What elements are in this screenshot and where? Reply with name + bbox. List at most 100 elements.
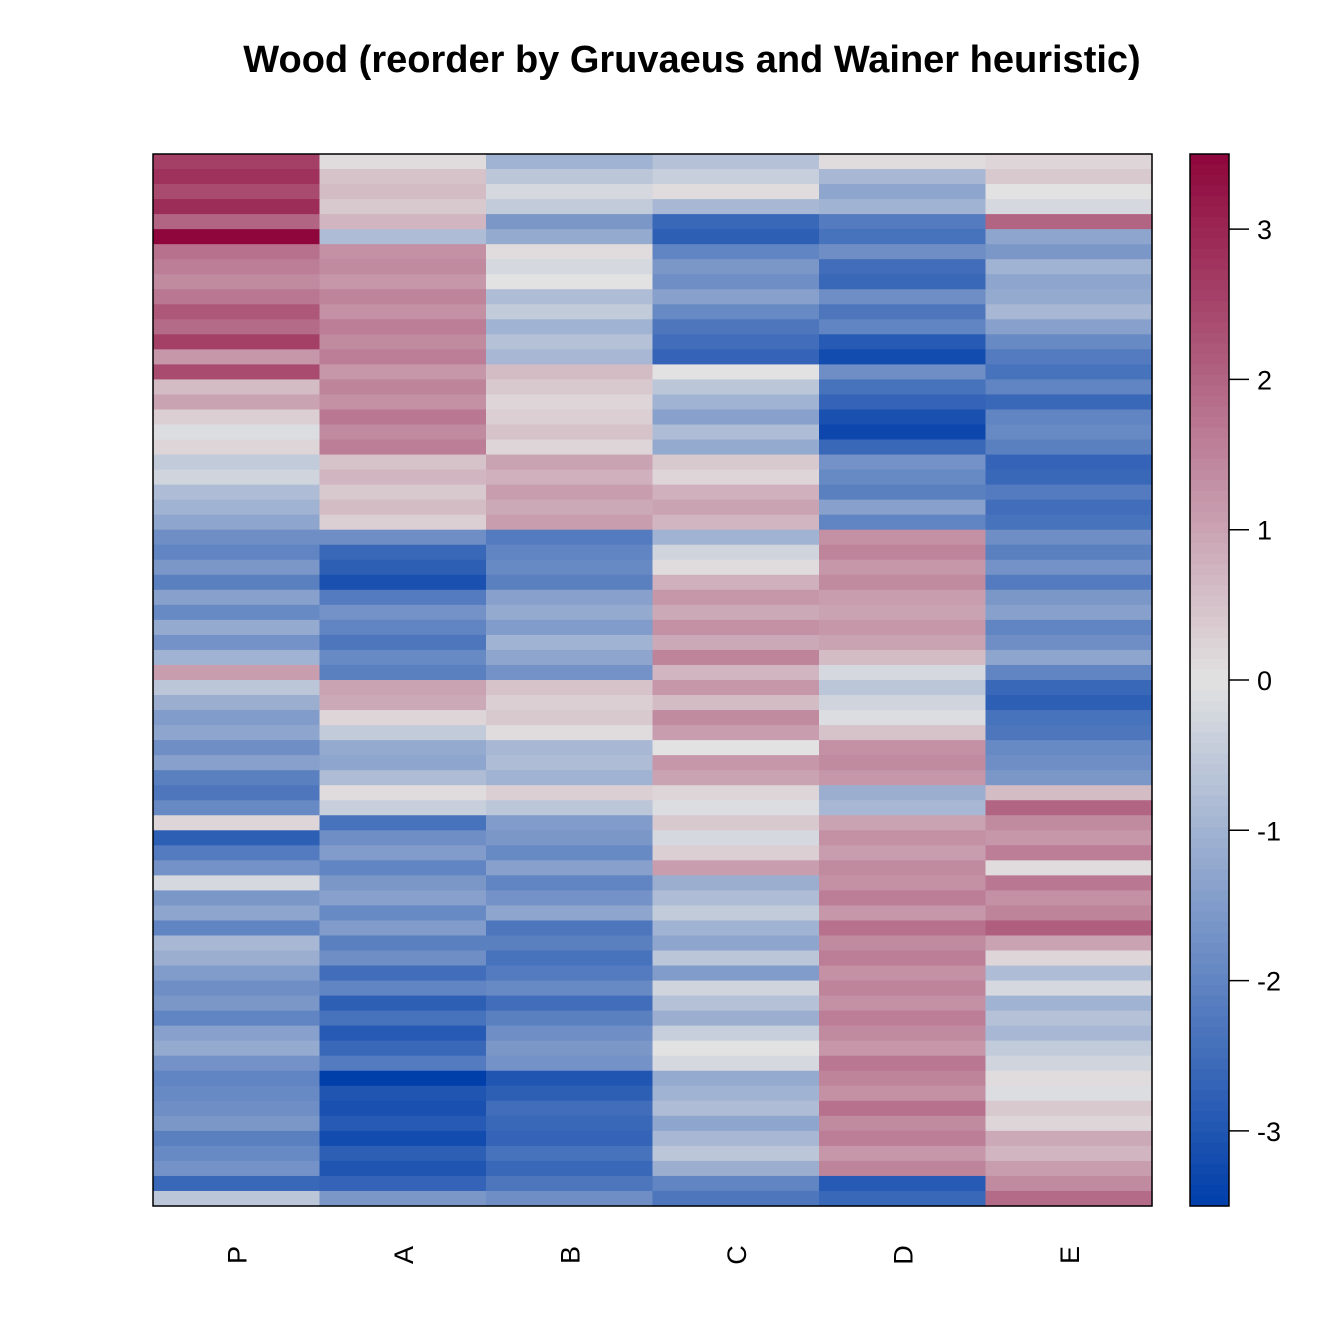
heatmap-cell	[819, 740, 987, 756]
legend-swatch	[1190, 164, 1229, 176]
heatmap-cell	[819, 439, 987, 456]
heatmap-cell	[985, 1160, 1153, 1177]
heatmap-cell	[819, 1100, 987, 1117]
heatmap-cell	[985, 574, 1153, 591]
heatmap-cell	[486, 890, 654, 907]
heatmap-cell	[153, 740, 321, 756]
heatmap-cell	[153, 334, 321, 350]
heatmap-cell	[652, 184, 820, 200]
legend-tick-label: 3	[1257, 215, 1272, 245]
heatmap-cell	[319, 920, 487, 937]
column-label: A	[389, 1246, 419, 1264]
heatmap-cell	[985, 860, 1153, 876]
heatmap-cell	[153, 229, 321, 245]
heatmap-cell	[486, 1145, 654, 1162]
heatmap-cell	[985, 1130, 1153, 1147]
legend-swatch	[1190, 648, 1229, 660]
heatmap-cell	[819, 890, 987, 907]
heatmap-cell	[652, 604, 820, 621]
legend-swatch	[1190, 385, 1229, 397]
heatmap-cell	[153, 770, 321, 786]
heatmap-cell	[319, 950, 487, 967]
heatmap-cell	[319, 935, 487, 952]
heatmap-cell	[819, 755, 987, 771]
heatmap-cell	[319, 695, 487, 711]
heatmap-cell	[819, 800, 987, 816]
heatmap-cell	[985, 1025, 1153, 1042]
heatmap-cell	[486, 1070, 654, 1087]
heatmap-cell	[985, 469, 1153, 486]
heatmap-cell	[486, 710, 654, 726]
heatmap-cell	[652, 935, 820, 952]
heatmap-cell	[985, 1115, 1153, 1132]
heatmap-cell	[486, 664, 654, 681]
heatmap-cell	[319, 1025, 487, 1042]
legend-swatch	[1190, 364, 1229, 376]
heatmap-cell	[652, 274, 820, 290]
heatmap-cell	[153, 1070, 321, 1087]
legend-swatch	[1190, 869, 1229, 881]
legend-tick-label: 1	[1257, 516, 1272, 546]
heatmap-cell	[486, 1085, 654, 1102]
heatmap-cell	[153, 379, 321, 396]
heatmap-cell	[985, 604, 1153, 621]
heatmap-cell	[819, 619, 987, 636]
heatmap-cell	[819, 905, 987, 922]
legend-swatch	[1190, 1132, 1229, 1144]
heatmap-cell	[319, 965, 487, 982]
heatmap-cell	[985, 664, 1153, 681]
legend-swatch	[1190, 1121, 1229, 1133]
heatmap-cell	[819, 1115, 987, 1132]
heatmap-cell	[319, 1130, 487, 1147]
heatmap-cell	[153, 1145, 321, 1162]
legend-swatch	[1190, 900, 1229, 913]
heatmap-cell	[153, 1115, 321, 1132]
heatmap-cell	[319, 740, 487, 756]
heatmap-cell	[985, 770, 1153, 786]
heatmap-cell	[319, 1160, 487, 1177]
heatmap-cell	[153, 649, 321, 666]
heatmap-cell	[153, 259, 321, 275]
heatmap-cell	[319, 1145, 487, 1162]
heatmap-cell	[153, 1100, 321, 1117]
heatmap-cell	[486, 409, 654, 426]
heatmap-cell	[319, 289, 487, 305]
heatmap-cell	[319, 364, 487, 381]
legend-swatch	[1190, 753, 1229, 765]
heatmap-cell	[486, 439, 654, 456]
legend-swatch	[1190, 732, 1229, 744]
legend-swatch	[1190, 532, 1229, 544]
heatmap-cell	[486, 559, 654, 576]
heatmap-cell	[153, 169, 321, 185]
heatmap-cell	[153, 244, 321, 260]
legend-swatch	[1190, 774, 1229, 786]
heatmap-cell	[153, 1010, 321, 1027]
heatmap-cell	[985, 980, 1153, 997]
heatmap-cell	[652, 619, 820, 636]
heatmap-cell	[819, 544, 987, 561]
heatmap-cell	[819, 379, 987, 396]
heatmap-cell	[819, 785, 987, 801]
heatmap-cell	[819, 154, 987, 170]
heatmap-cell	[652, 424, 820, 441]
heatmap-cell	[486, 514, 654, 531]
heatmap-cell	[652, 1025, 820, 1042]
heatmap-cell	[153, 785, 321, 801]
heatmap-cell	[652, 1130, 820, 1147]
legend-tick-label: -1	[1257, 816, 1281, 846]
heatmap-cell	[319, 259, 487, 275]
heatmap-cell	[319, 980, 487, 997]
heatmap-cell	[486, 184, 654, 200]
heatmap-cell	[153, 409, 321, 426]
legend-swatch	[1190, 1037, 1229, 1049]
heatmap-cell	[985, 1085, 1153, 1102]
heatmap-cell	[486, 544, 654, 561]
heatmap-cell	[153, 710, 321, 726]
heatmap-cell	[153, 199, 321, 215]
heatmap-cell	[819, 725, 987, 741]
heatmap-cell	[985, 424, 1153, 441]
heatmap-cell	[985, 229, 1153, 245]
heatmap-cell	[652, 574, 820, 591]
heatmap-cell	[652, 439, 820, 456]
